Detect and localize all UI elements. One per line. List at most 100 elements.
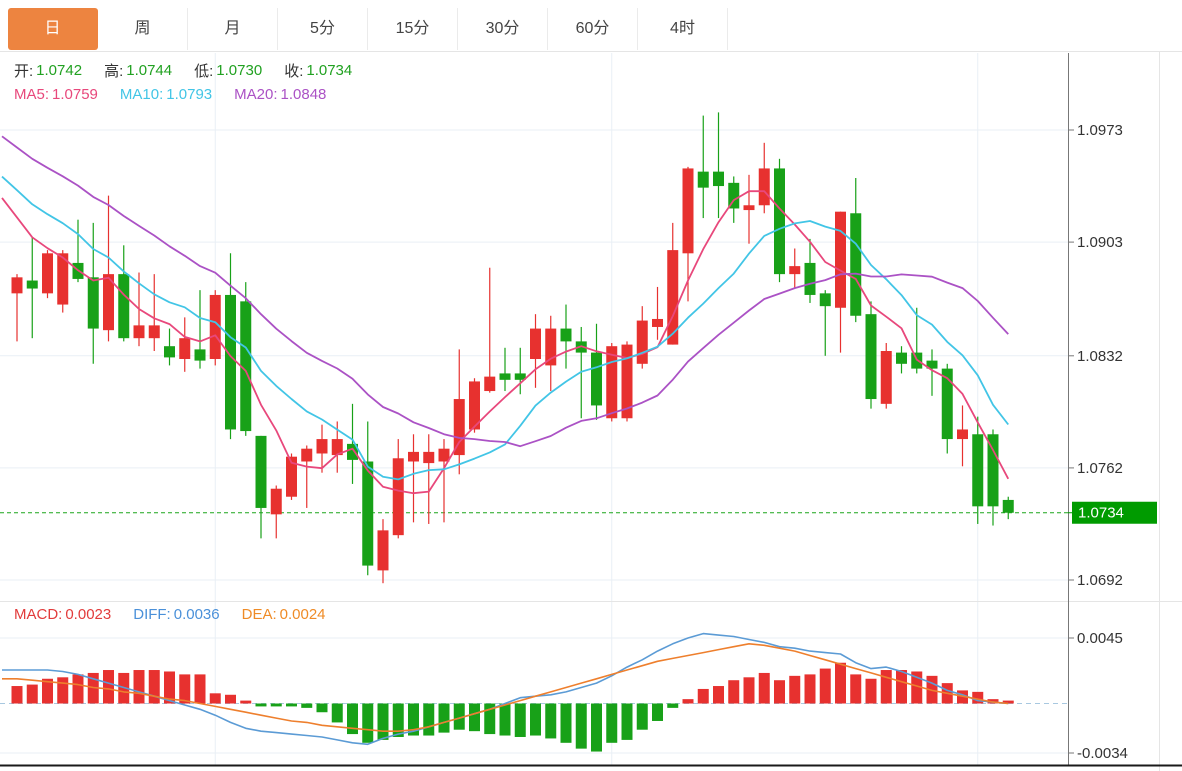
candle[interactable] xyxy=(789,266,801,275)
macd-bar[interactable] xyxy=(194,674,206,704)
tab-timeframe-6[interactable]: 60分 xyxy=(548,8,638,50)
macd-bar[interactable] xyxy=(179,674,191,704)
macd-bar[interactable] xyxy=(286,703,297,707)
tab-timeframe-2[interactable]: 月 xyxy=(188,8,278,50)
macd-bar[interactable] xyxy=(438,703,450,733)
candle[interactable] xyxy=(743,205,755,211)
macd-bar[interactable] xyxy=(804,674,816,704)
macd-bar[interactable] xyxy=(453,703,465,730)
macd-bar[interactable] xyxy=(865,678,877,704)
candle[interactable] xyxy=(11,277,23,294)
candle[interactable] xyxy=(194,349,206,361)
candle[interactable] xyxy=(240,301,252,432)
macd-bar[interactable] xyxy=(774,680,785,704)
candle[interactable] xyxy=(636,320,648,364)
candle[interactable] xyxy=(42,253,53,294)
macd-bar[interactable] xyxy=(225,694,236,704)
candle[interactable] xyxy=(118,274,130,339)
candle[interactable] xyxy=(347,443,358,460)
macd-bar[interactable] xyxy=(316,703,328,713)
candle[interactable] xyxy=(377,530,389,571)
macd-bar[interactable] xyxy=(148,670,160,704)
candle[interactable] xyxy=(652,318,663,327)
candle[interactable] xyxy=(438,448,450,462)
tab-timeframe-5[interactable]: 30分 xyxy=(458,8,548,50)
candle[interactable] xyxy=(941,368,953,440)
tab-timeframe-7[interactable]: 4时 xyxy=(638,8,728,50)
candle[interactable] xyxy=(179,338,191,360)
macd-bar[interactable] xyxy=(484,703,496,735)
macd-bar[interactable] xyxy=(42,678,53,704)
macd-bar[interactable] xyxy=(880,670,892,704)
candle[interactable] xyxy=(621,344,633,419)
candle[interactable] xyxy=(804,262,816,295)
macd-bar[interactable] xyxy=(423,703,435,736)
macd-bar[interactable] xyxy=(26,684,38,704)
macd-bar[interactable] xyxy=(972,691,984,704)
candle[interactable] xyxy=(530,328,541,360)
macd-bar[interactable] xyxy=(758,672,770,704)
tab-timeframe-3[interactable]: 5分 xyxy=(278,8,368,50)
candle[interactable] xyxy=(1002,499,1014,513)
candle[interactable] xyxy=(850,213,862,316)
candle[interactable] xyxy=(26,280,38,289)
macd-bar[interactable] xyxy=(362,703,374,743)
candle[interactable] xyxy=(255,435,267,508)
macd-bar[interactable] xyxy=(667,703,679,708)
candle[interactable] xyxy=(225,294,236,430)
candle[interactable] xyxy=(606,346,618,419)
candle[interactable] xyxy=(987,434,999,507)
macd-bar[interactable] xyxy=(652,703,663,721)
macd-bar[interactable] xyxy=(728,680,740,704)
macd-bar[interactable] xyxy=(606,703,618,743)
macd-bar[interactable] xyxy=(713,686,724,704)
macd-bar[interactable] xyxy=(209,693,221,704)
candle[interactable] xyxy=(103,274,114,331)
candle[interactable] xyxy=(591,352,602,406)
tab-timeframe-0[interactable]: 日 xyxy=(8,8,98,50)
candle[interactable] xyxy=(819,293,831,307)
candle[interactable] xyxy=(957,429,968,440)
tab-timeframe-1[interactable]: 周 xyxy=(98,8,188,50)
tab-timeframe-4[interactable]: 15分 xyxy=(368,8,458,50)
macd-bar[interactable] xyxy=(911,671,923,704)
macd-bar[interactable] xyxy=(1002,700,1014,704)
macd-bar[interactable] xyxy=(682,699,694,704)
macd-bar[interactable] xyxy=(103,670,114,704)
candle[interactable] xyxy=(865,314,877,400)
macd-bar[interactable] xyxy=(835,662,846,704)
macd-bar[interactable] xyxy=(636,703,648,730)
macd-bar[interactable] xyxy=(270,703,282,707)
candle[interactable] xyxy=(514,373,526,380)
macd-bar[interactable] xyxy=(743,677,755,704)
macd-bar[interactable] xyxy=(575,703,587,749)
candle[interactable] xyxy=(758,168,770,206)
candle[interactable] xyxy=(408,451,419,462)
candle[interactable] xyxy=(331,439,343,456)
macd-bar[interactable] xyxy=(591,703,602,752)
candle[interactable] xyxy=(682,168,694,254)
macd-bar[interactable] xyxy=(72,674,84,704)
macd-bar[interactable] xyxy=(164,671,175,704)
candle[interactable] xyxy=(835,211,846,308)
macd-bar[interactable] xyxy=(545,703,557,739)
candle[interactable] xyxy=(423,451,435,464)
macd-bar[interactable] xyxy=(789,675,801,704)
candle[interactable] xyxy=(880,350,892,404)
candle[interactable] xyxy=(133,325,145,339)
candle[interactable] xyxy=(667,250,679,345)
macd-bar[interactable] xyxy=(499,703,511,736)
macd-bar[interactable] xyxy=(377,703,389,740)
macd-bar[interactable] xyxy=(621,703,633,740)
macd-bar[interactable] xyxy=(819,668,831,704)
macd-bar[interactable] xyxy=(850,674,862,704)
macd-bar[interactable] xyxy=(408,703,419,736)
candle[interactable] xyxy=(972,434,984,507)
macd-bar[interactable] xyxy=(11,686,23,704)
macd-bar[interactable] xyxy=(560,703,572,743)
candle[interactable] xyxy=(545,328,557,366)
candle[interactable] xyxy=(697,171,709,188)
candle[interactable] xyxy=(316,439,328,454)
macd-bar[interactable] xyxy=(331,703,343,723)
